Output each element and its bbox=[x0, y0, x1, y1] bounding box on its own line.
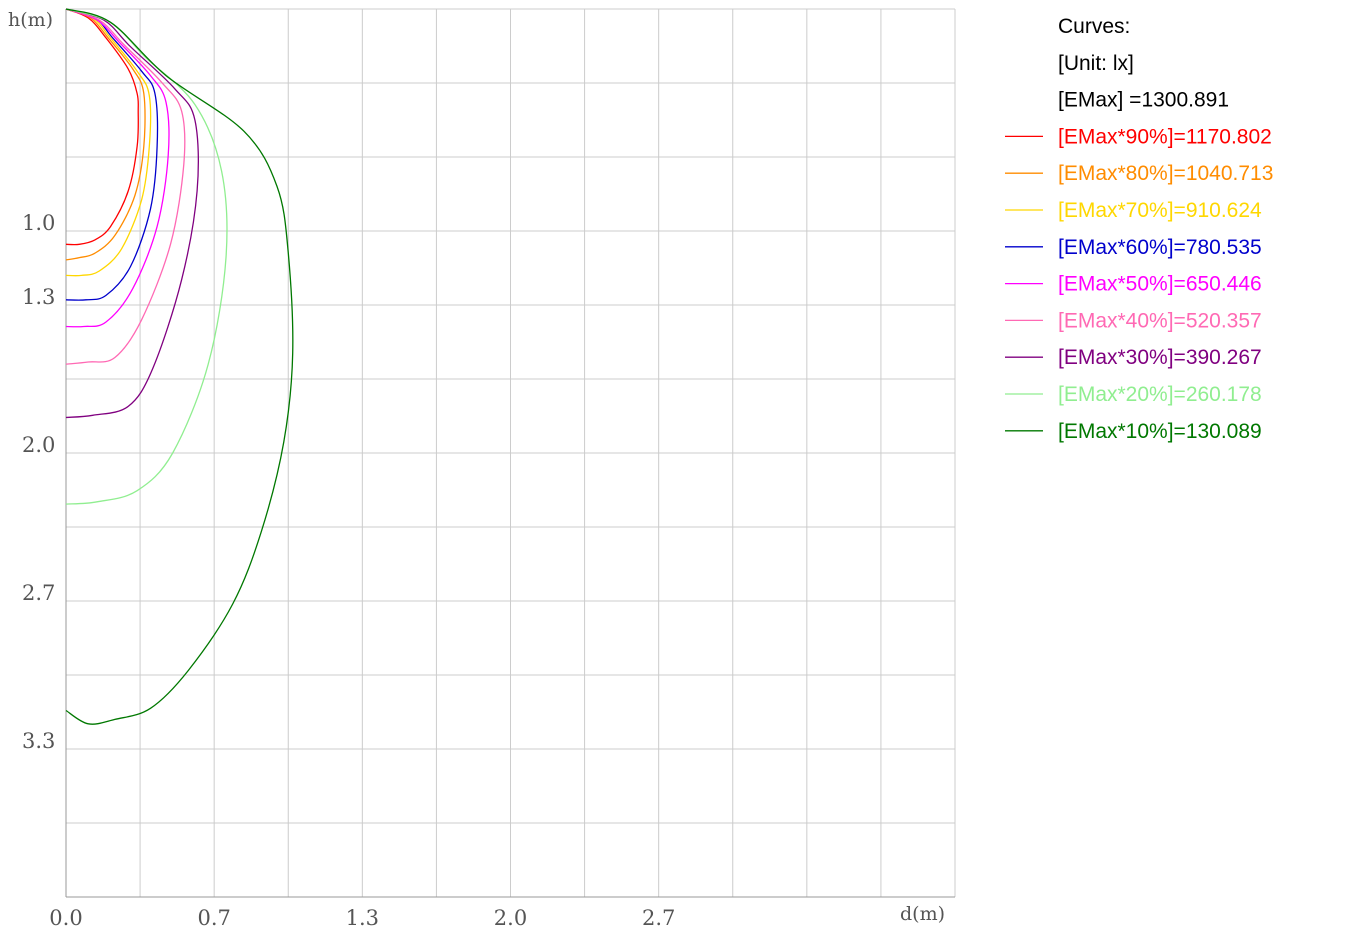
legend-header-line: [Unit: lx] bbox=[1058, 52, 1134, 75]
y-tick-label: 2.0 bbox=[22, 433, 55, 457]
curves bbox=[65, 8, 294, 725]
isolux-curve bbox=[65, 8, 186, 365]
tick-labels: 0.0 0.7 1.3 2.0 2.7 1.0 1.3 2.0 2.7 3.3 d(m) h(m) bbox=[8, 9, 945, 930]
x-tick-label: 1.3 bbox=[346, 906, 379, 930]
legend: Curves: [Unit: lx] [EMax] =1300.891 [EMax*9… bbox=[1005, 15, 1273, 443]
x-axis-label: d(m) bbox=[900, 903, 945, 925]
axes bbox=[65, 8, 956, 898]
legend-entry: [EMax*10%]=130.089 bbox=[1058, 420, 1262, 443]
legend-header-line: Curves: bbox=[1058, 15, 1130, 38]
grid bbox=[66, 9, 955, 897]
isolux-curve bbox=[65, 8, 294, 725]
x-tick-label: 0.0 bbox=[49, 906, 82, 930]
y-tick-label: 1.3 bbox=[22, 285, 55, 309]
legend-entry: [EMax*80%]=1040.713 bbox=[1058, 162, 1273, 185]
legend-entry: [EMax*40%]=520.357 bbox=[1058, 309, 1262, 332]
isolux-curve bbox=[65, 8, 146, 261]
y-tick-label: 2.7 bbox=[22, 581, 55, 605]
isolux-curve bbox=[65, 8, 159, 301]
isolux-curve bbox=[65, 8, 152, 277]
legend-header-line: [EMax] =1300.891 bbox=[1058, 89, 1229, 112]
legend-entry: [EMax*70%]=910.624 bbox=[1058, 199, 1262, 222]
isolux-curve bbox=[65, 8, 228, 505]
x-tick-label: 0.7 bbox=[197, 906, 230, 930]
isolux-curve bbox=[65, 8, 170, 328]
y-tick-label: 1.0 bbox=[22, 211, 55, 235]
y-axis-label: h(m) bbox=[8, 9, 53, 31]
legend-entry: [EMax*90%]=1170.802 bbox=[1058, 125, 1272, 148]
isolux-curve bbox=[65, 8, 199, 419]
y-tick-label: 3.3 bbox=[22, 729, 55, 753]
legend-entry: [EMax*60%]=780.535 bbox=[1058, 236, 1262, 259]
legend-entry: [EMax*30%]=390.267 bbox=[1058, 346, 1262, 369]
isolux-curve bbox=[65, 8, 139, 246]
x-tick-label: 2.0 bbox=[494, 906, 527, 930]
legend-entry: [EMax*20%]=260.178 bbox=[1058, 383, 1262, 406]
legend-entry: [EMax*50%]=650.446 bbox=[1058, 273, 1262, 296]
x-tick-label: 2.7 bbox=[642, 906, 675, 930]
